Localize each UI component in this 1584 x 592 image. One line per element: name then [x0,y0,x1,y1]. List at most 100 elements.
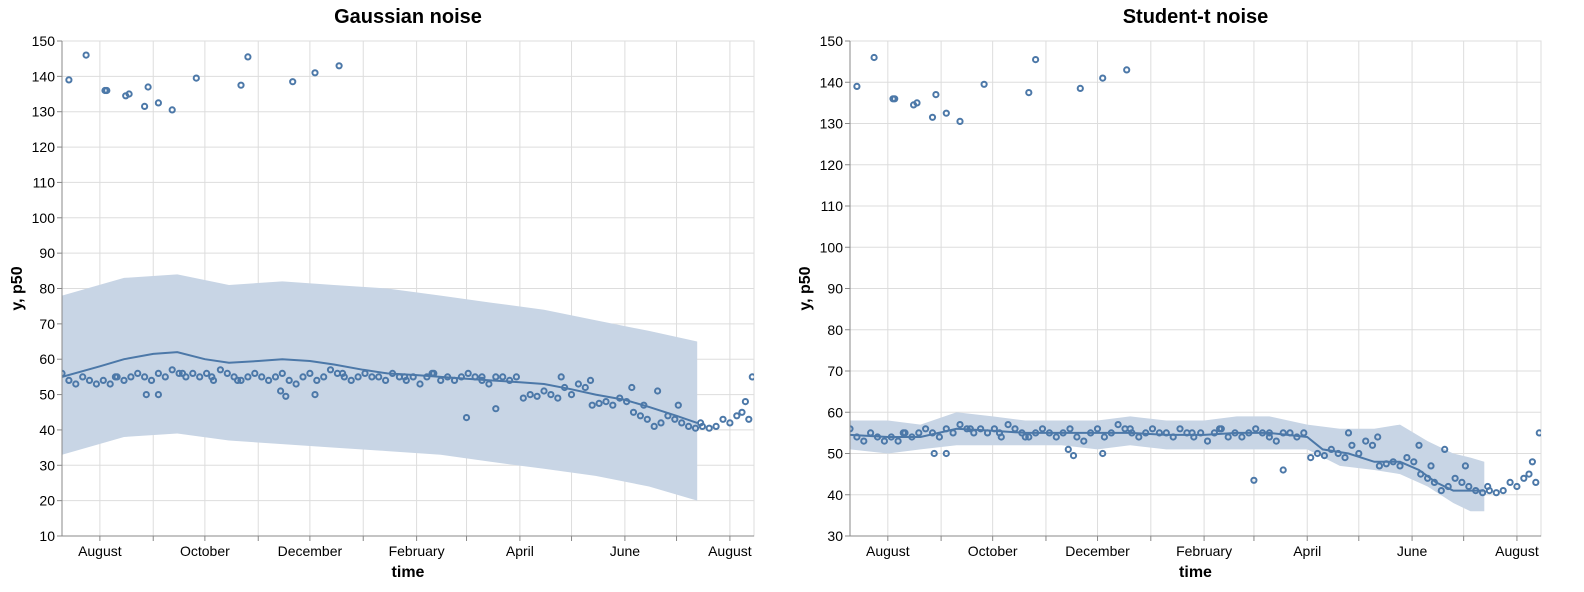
data-point [234,376,242,384]
data-point [748,373,754,381]
y-tick-label: 40 [827,487,843,503]
data-point [705,424,713,432]
data-point [1484,482,1492,491]
data-point [1021,433,1029,441]
y-tick-label: 20 [39,493,55,509]
data-point [1430,478,1439,486]
data-point [671,415,679,423]
data-point [738,408,746,416]
x-tick-label: August [708,543,752,559]
data-point [1451,474,1459,482]
data-point [942,449,950,458]
data-point [726,419,734,427]
y-tick-label: 130 [32,104,56,120]
y-tick-label: 100 [820,239,844,255]
data-point [161,373,169,381]
data-point [134,369,142,377]
data-point [1073,433,1081,441]
data-point [492,405,500,413]
data-point [450,376,459,384]
data-point [650,422,658,430]
x-tick-label: February [1176,543,1232,559]
y-tick-label: 50 [827,446,843,462]
data-point [142,391,150,399]
data-point [561,383,569,392]
data-point [72,380,80,388]
data-point [120,376,128,384]
y-tick-label: 30 [39,457,55,473]
data-point [1444,482,1452,491]
data-point [1069,452,1078,460]
data-point [277,387,285,395]
data-point [1032,56,1040,64]
data-point [430,369,438,377]
y-tick-label: 50 [39,387,55,403]
data-point [1087,429,1095,437]
data-point [922,425,930,433]
data-point [444,373,452,381]
data-point [1059,429,1067,437]
data-point [375,373,383,381]
data-point [1492,489,1500,497]
data-point [602,398,610,406]
data-point [1045,429,1054,437]
data-point [1279,466,1287,474]
data-point [127,373,135,381]
data-point [1286,429,1294,437]
data-point [1396,462,1404,470]
data-point [189,369,197,377]
data-point [478,376,486,384]
data-point [1123,66,1131,74]
data-point [1375,462,1384,470]
data-point [1506,478,1514,486]
data-point [678,419,686,427]
data-point [1479,489,1487,497]
data-point [154,391,162,399]
data-point [1441,445,1449,453]
data-point [1403,454,1411,462]
y-tick-label: 80 [39,281,55,297]
data-point [147,376,156,384]
y-tick-label: 80 [827,322,843,338]
data-point [258,373,266,381]
data-point [533,392,541,400]
data-point [1327,445,1335,453]
data-point [1093,425,1102,433]
data-point [1210,429,1219,437]
data-point [873,433,882,441]
data-point [1520,474,1528,482]
data-point [616,394,624,402]
data-point [519,394,527,402]
data-point [141,102,149,111]
data-point [1293,433,1301,441]
data-point [347,376,355,384]
data-point [368,373,376,381]
y-tick-label: 150 [820,33,844,49]
data-point [880,437,889,445]
data-point [1334,449,1342,458]
data-point [1176,425,1184,433]
data-point [942,109,950,117]
x-tick-label: August [1495,543,1539,559]
data-point [547,391,555,399]
data-point [182,373,190,381]
data-point [464,369,472,377]
data-point [928,429,937,437]
data-point [175,369,183,377]
data-point [416,380,424,388]
x-tick-label: August [866,543,910,559]
data-point [581,383,589,392]
data-point [908,433,916,441]
data-point [609,401,617,409]
data-point [1272,437,1280,445]
data-point [640,401,648,409]
data-point [697,419,705,427]
y-tick-label: 110 [821,198,844,214]
data-point [1162,429,1170,437]
data-point [320,373,328,381]
x-axis-title: time [1179,564,1212,581]
data-point [65,76,73,84]
y-tick-label: 70 [827,363,843,379]
x-tick-label: February [389,543,445,559]
